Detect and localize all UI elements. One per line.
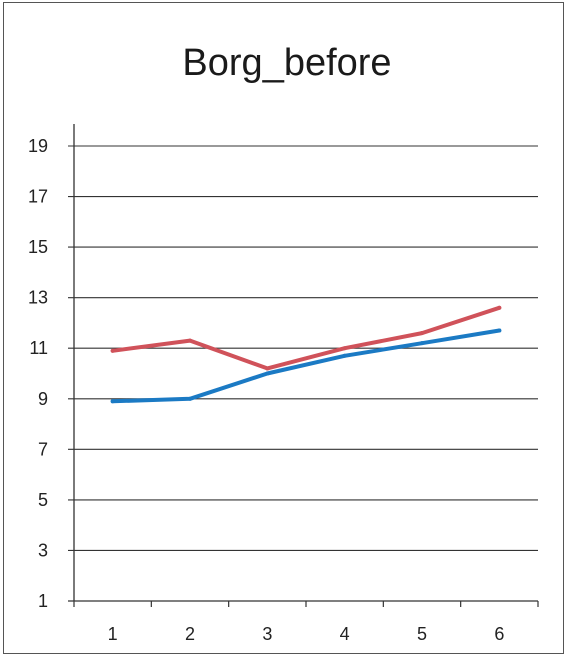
- y-tick-label: 17: [28, 187, 48, 207]
- series-2-point: [265, 371, 270, 376]
- series-1-line: [110, 305, 502, 371]
- y-tick-label: 13: [28, 288, 48, 308]
- series-lines: [110, 305, 502, 404]
- series-1-point: [110, 348, 115, 353]
- x-tick-label: 4: [340, 624, 350, 644]
- y-tick-label: 5: [38, 490, 48, 510]
- y-tick-label: 15: [28, 237, 48, 257]
- y-tick-label: 7: [38, 439, 48, 459]
- x-tick-label: 2: [185, 624, 195, 644]
- series-1-point: [420, 331, 424, 336]
- chart-title: Borg_before: [182, 42, 391, 84]
- series-2-point: [342, 353, 347, 358]
- y-tick-label: 11: [29, 338, 48, 358]
- series-2-point: [188, 396, 192, 401]
- y-tick-label: 3: [38, 540, 48, 560]
- series-1-point: [188, 338, 192, 343]
- x-tick-label: 3: [262, 624, 272, 644]
- x-tick-label: 6: [494, 624, 504, 644]
- series-1-point: [497, 305, 502, 310]
- series-1-point: [342, 346, 347, 351]
- series-2-point: [110, 399, 115, 404]
- y-tick-label: 9: [38, 389, 48, 409]
- series-1-point: [265, 366, 270, 371]
- series-2-line: [110, 328, 502, 404]
- x-tick-label: 1: [108, 624, 118, 644]
- y-tick-label: 19: [28, 136, 48, 156]
- chart-frame: [3, 2, 564, 654]
- series-2-point: [497, 328, 502, 333]
- x-tick-label: 5: [417, 624, 427, 644]
- gridlines: [68, 145, 538, 551]
- series-2-point: [420, 341, 424, 346]
- x-tick-labels: 1 2 3 4 5 6: [108, 624, 505, 644]
- y-tick-label: 1: [38, 591, 48, 611]
- axes: [68, 124, 539, 607]
